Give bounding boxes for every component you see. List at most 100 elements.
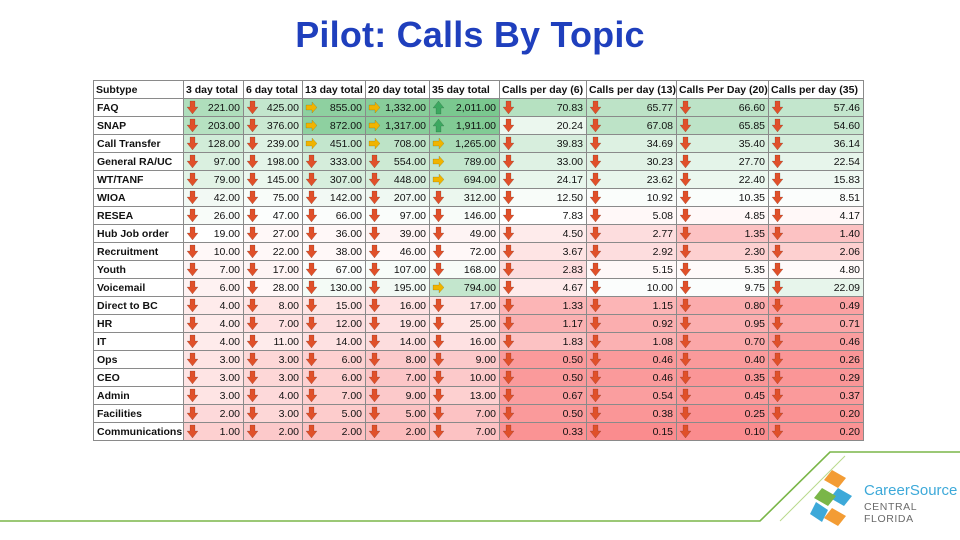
value-cell: 203.00 (183, 116, 244, 135)
arrow-right-icon (305, 136, 318, 151)
value-cell: 47.00 (243, 206, 303, 225)
arrow-down-icon (186, 208, 199, 223)
cell-value: 7.00 (278, 317, 299, 330)
arrow-down-icon (432, 208, 445, 223)
cell-value: 47.00 (272, 209, 299, 222)
arrow-down-icon (246, 298, 259, 313)
cell-value: 22.09 (833, 281, 860, 294)
cell-value: 0.10 (744, 425, 765, 438)
value-cell: 3.00 (183, 350, 244, 369)
column-header: Calls per day (35) (768, 80, 864, 99)
arrow-down-icon (679, 190, 692, 205)
cell-value: 4.00 (278, 389, 299, 402)
arrow-down-icon (432, 298, 445, 313)
arrow-down-icon (305, 208, 318, 223)
cell-value: 14.00 (399, 335, 426, 348)
arrow-down-icon (432, 244, 445, 259)
value-cell: 5.08 (586, 206, 677, 225)
arrow-down-icon (246, 100, 259, 115)
value-cell: 1,911.00 (429, 116, 500, 135)
value-cell: 27.70 (676, 152, 769, 171)
value-cell: 4.00 (183, 314, 244, 333)
cell-value: 1.40 (839, 227, 860, 240)
arrow-down-icon (771, 244, 784, 259)
arrow-down-icon (305, 424, 318, 439)
arrow-down-icon (502, 370, 515, 385)
column-header: 35 day total (429, 80, 500, 99)
value-cell: 307.00 (302, 170, 366, 189)
calls-by-topic-table: Subtype 3 day total 6 day total 13 day tota… (93, 80, 864, 441)
arrow-down-icon (502, 424, 515, 439)
arrow-down-icon (305, 226, 318, 241)
value-cell: 2.30 (676, 242, 769, 261)
cell-value: 3.00 (278, 407, 299, 420)
value-cell: 4.00 (183, 296, 244, 315)
arrow-down-icon (589, 100, 602, 115)
cell-value: 65.77 (646, 101, 673, 114)
table-row: RESEA 26.00 47.00 66.00 97.00 146.00 7.83 5.08 4… (93, 206, 864, 225)
arrow-down-icon (432, 226, 445, 241)
value-cell: 12.00 (302, 314, 366, 333)
cell-value: 0.49 (839, 299, 860, 312)
arrow-down-icon (368, 172, 381, 187)
cell-value: 12.00 (335, 317, 362, 330)
arrow-down-icon (771, 154, 784, 169)
cell-value: 22.54 (833, 155, 860, 168)
arrow-down-icon (589, 190, 602, 205)
value-cell: 239.00 (243, 134, 303, 153)
value-cell: 67.00 (302, 260, 366, 279)
arrow-down-icon (771, 280, 784, 295)
subtype-cell: FAQ (93, 98, 184, 117)
arrow-down-icon (305, 190, 318, 205)
table-row: SNAP 203.00 376.00 872.00 1,317.00 1,911.00 20… (93, 116, 864, 135)
arrow-down-icon (502, 262, 515, 277)
cell-value: 33.00 (556, 155, 583, 168)
cell-value: 0.50 (562, 371, 583, 384)
value-cell: 36.00 (302, 224, 366, 243)
value-cell: 8.00 (365, 350, 430, 369)
value-cell: 107.00 (365, 260, 430, 279)
value-cell: 448.00 (365, 170, 430, 189)
table-row: CEO 3.00 3.00 6.00 7.00 10.00 0.50 0.46 0.35 0.29 (93, 368, 864, 387)
cell-value: 3.00 (278, 371, 299, 384)
value-cell: 34.69 (586, 134, 677, 153)
cell-value: 7.00 (341, 389, 362, 402)
cell-value: 3.00 (219, 371, 240, 384)
cell-value: 10.00 (213, 245, 240, 258)
cell-value: 0.92 (652, 317, 673, 330)
value-cell: 9.00 (429, 350, 500, 369)
cell-value: 2.00 (341, 425, 362, 438)
subtype-cell: General RA/UC (93, 152, 184, 171)
cell-value: 34.69 (646, 137, 673, 150)
arrow-down-icon (432, 352, 445, 367)
value-cell: 1.33 (499, 296, 587, 315)
cell-value: 239.00 (266, 137, 299, 150)
value-cell: 855.00 (302, 98, 366, 117)
cell-value: 554.00 (393, 155, 426, 168)
arrow-down-icon (186, 298, 199, 313)
value-cell: 25.00 (429, 314, 500, 333)
cell-value: 3.67 (562, 245, 583, 258)
value-cell: 14.00 (365, 332, 430, 351)
value-cell: 872.00 (302, 116, 366, 135)
value-cell: 9.75 (676, 278, 769, 297)
subtype-cell: Recruitment (93, 242, 184, 261)
arrow-down-icon (589, 154, 602, 169)
arrow-down-icon (771, 262, 784, 277)
cell-value: 0.46 (652, 353, 673, 366)
cell-value: 9.00 (405, 389, 426, 402)
cell-value: 2.83 (562, 263, 583, 276)
arrow-down-icon (368, 226, 381, 241)
cell-value: 794.00 (463, 281, 496, 294)
arrow-down-icon (679, 136, 692, 151)
cell-value: 38.00 (335, 245, 362, 258)
value-cell: 376.00 (243, 116, 303, 135)
cell-value: 6.00 (219, 281, 240, 294)
value-cell: 65.85 (676, 116, 769, 135)
arrow-down-icon (368, 352, 381, 367)
arrow-down-icon (502, 298, 515, 313)
cell-value: 4.50 (562, 227, 583, 240)
arrow-down-icon (502, 190, 515, 205)
arrow-down-icon (502, 244, 515, 259)
cell-value: 8.00 (405, 353, 426, 366)
